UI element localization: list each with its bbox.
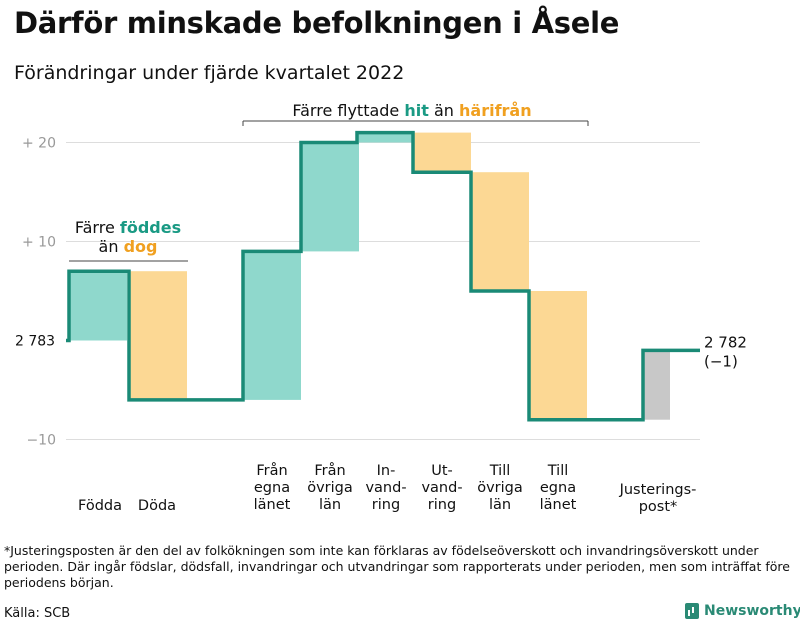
bar-till-ovriga-lan <box>471 172 529 291</box>
brand-logo: Newsworthy <box>685 603 800 619</box>
category-label: vand- <box>421 480 462 496</box>
category-label: Från <box>314 462 345 479</box>
y-tick-label: −10 <box>26 433 56 449</box>
category-label: Justerings- <box>619 482 697 498</box>
category-label: egna <box>254 480 290 496</box>
category-label: egna <box>540 480 576 496</box>
category-label: Från <box>256 462 287 479</box>
category-label: post* <box>639 499 678 515</box>
category-label: övriga <box>477 480 523 496</box>
end-change-label: (−1) <box>704 352 738 370</box>
category-label: övriga <box>307 480 353 496</box>
start-value-label: 2 783 <box>15 334 55 350</box>
bar-fodda <box>69 271 127 341</box>
annotation-births-line1: Färre föddes <box>75 218 181 237</box>
category-label: In- <box>377 463 396 479</box>
category-label: län <box>489 497 511 513</box>
bar-fran-egna-lanet <box>243 251 301 400</box>
category-label: Födda <box>78 498 122 514</box>
category-label: Ut- <box>431 463 453 479</box>
category-label: ring <box>428 497 456 513</box>
footnote: *Justeringsposten är den del av folkökni… <box>4 543 790 590</box>
chart-title: Därför minskade befolkningen i Åsele <box>14 6 620 40</box>
category-label: Till <box>547 463 569 479</box>
brand-name: Newsworthy <box>704 603 800 619</box>
annotation-births-line2: än dog <box>99 237 158 256</box>
cumulative-step-line <box>66 130 700 422</box>
category-label: länet <box>540 497 577 513</box>
end-value-label: 2 782 <box>704 333 747 351</box>
category-label: Döda <box>138 498 176 514</box>
category-label: Till <box>489 463 511 479</box>
annotation-migration: Färre flyttade hit än härifrån <box>292 101 531 120</box>
bar-invandring <box>357 132 415 143</box>
category-label: vand- <box>365 480 406 496</box>
category-label: länet <box>254 497 291 513</box>
category-label: län <box>319 497 341 513</box>
bar-fran-ovriga-lan <box>301 142 359 252</box>
chart-subtitle: Förändringar under fjärde kvartalet 2022 <box>14 62 405 84</box>
source-label: Källa: SCB <box>4 606 71 621</box>
waterfall-chart: + 20+ 10−102 783 2 782(−1)Födda DödaFråneg… <box>15 101 747 515</box>
bar-utvandring <box>413 132 471 173</box>
bar-justeringspost <box>643 350 670 420</box>
bar-till-egna-lanet <box>529 291 587 420</box>
y-tick-label: + 20 <box>22 136 56 152</box>
category-label: ring <box>372 497 400 513</box>
newsworthy-logo-icon <box>685 603 699 619</box>
bar-doda <box>129 271 187 400</box>
y-tick-label: + 10 <box>22 235 56 251</box>
